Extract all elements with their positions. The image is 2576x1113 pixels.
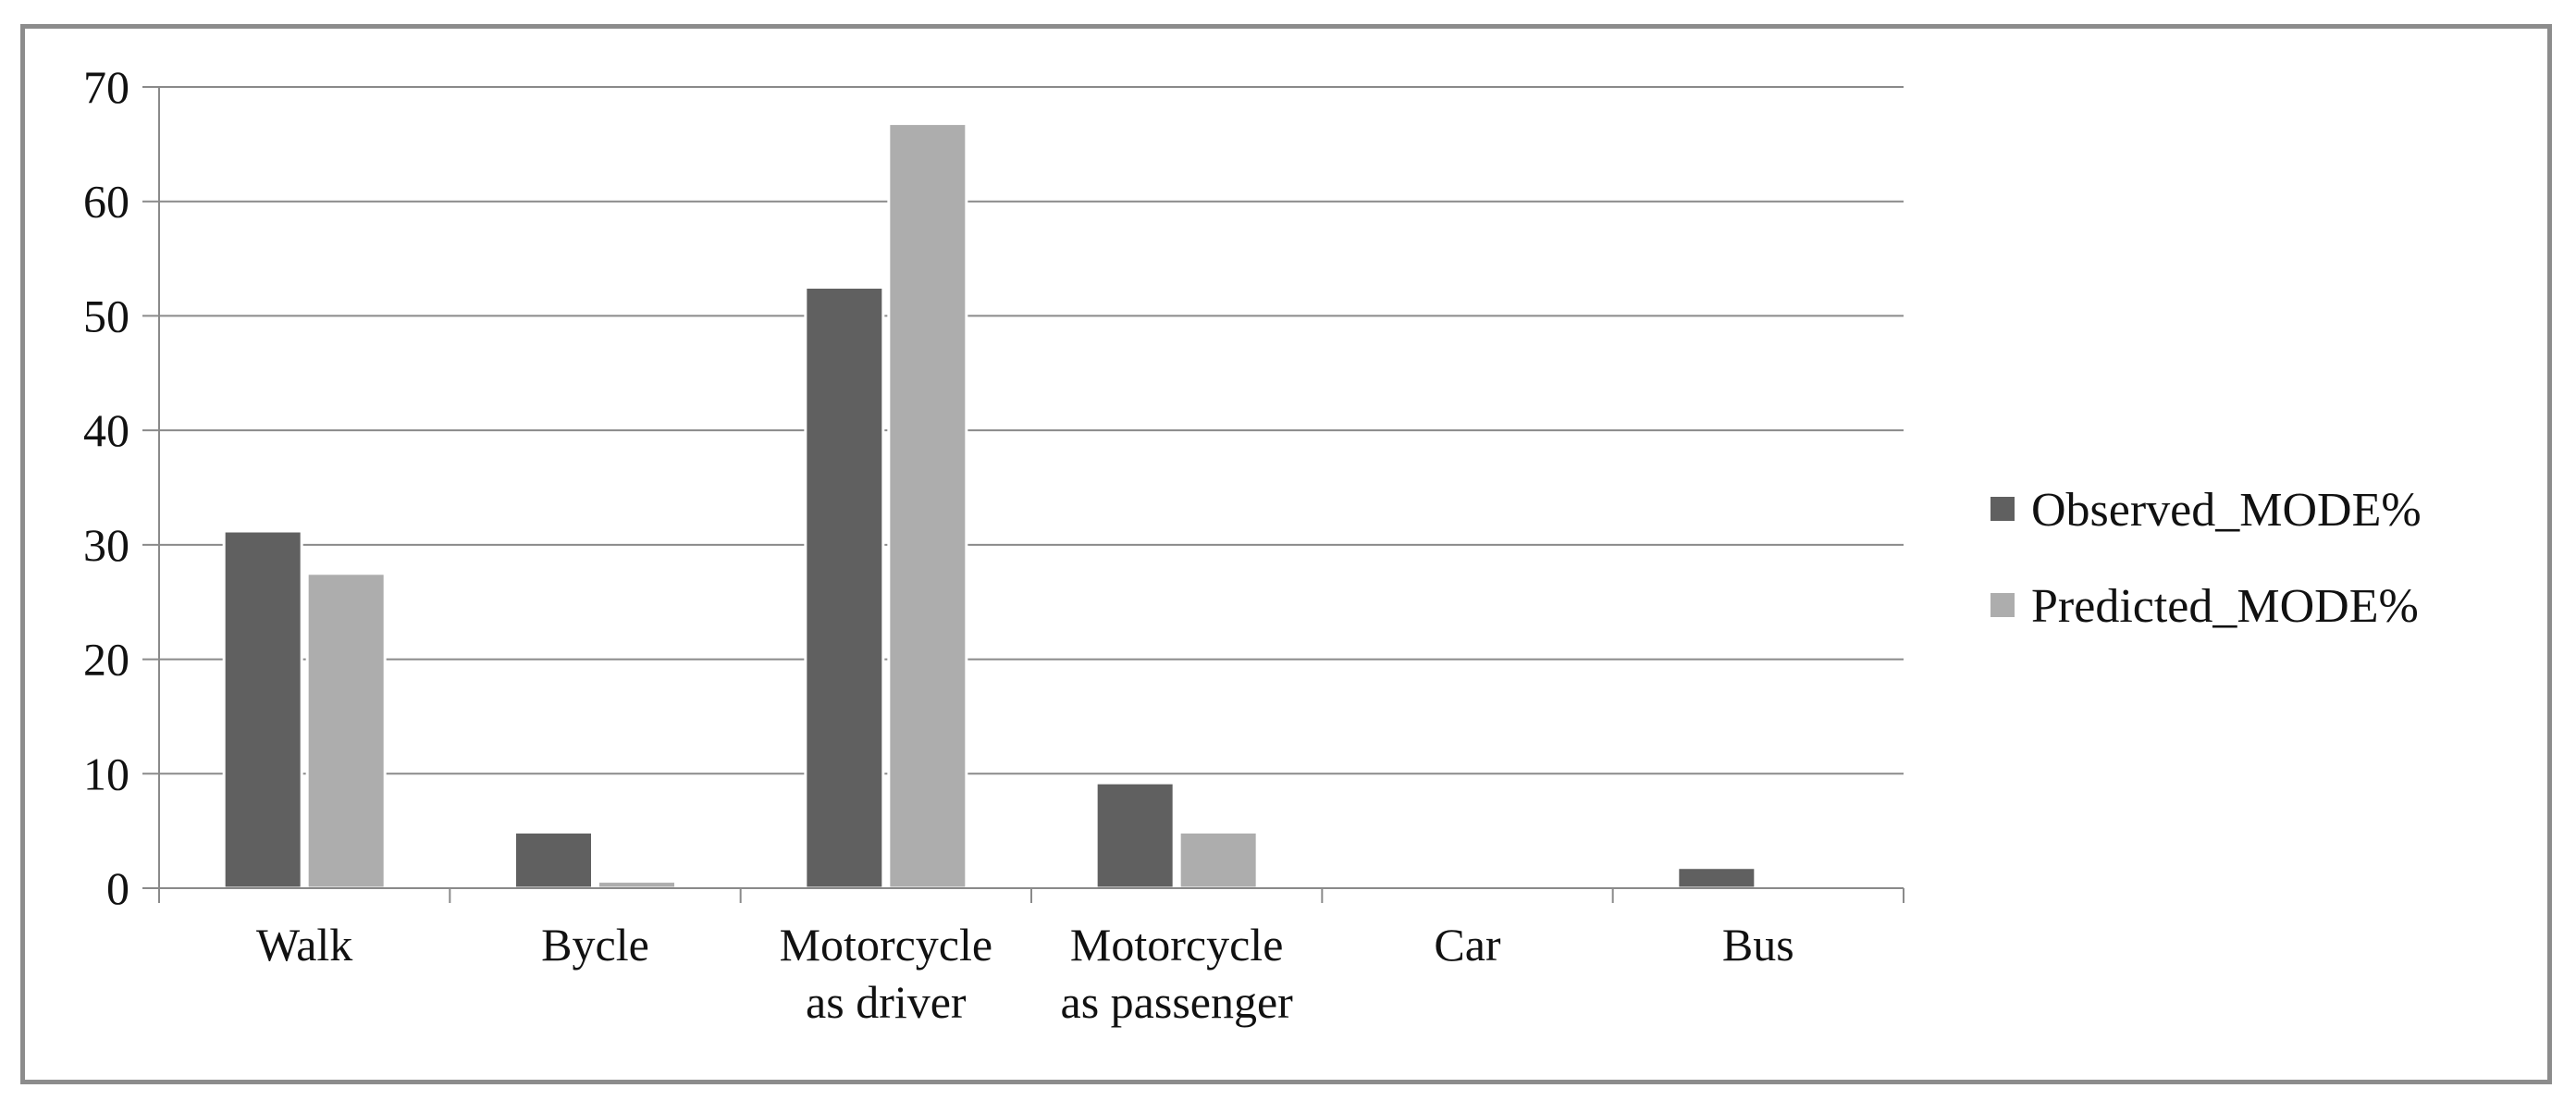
category-label: Motorcycle as passenger xyxy=(1061,919,1294,1028)
category-label-line: Car xyxy=(1434,919,1501,971)
bar-predicted xyxy=(597,880,677,890)
y-tick-label: 60 xyxy=(83,176,129,228)
bar-observed xyxy=(804,286,885,890)
y-tick-label: 70 xyxy=(83,61,129,113)
bar-predicted xyxy=(305,572,387,890)
category-label: Car xyxy=(1434,919,1501,971)
axes xyxy=(142,86,1904,903)
category-label-line: Motorcycle xyxy=(780,919,992,971)
gridlines xyxy=(159,86,1904,775)
category-label: Motorcycle as driver xyxy=(780,919,992,1028)
category-label-line: Walk xyxy=(256,919,352,971)
y-tick-label: 0 xyxy=(106,862,129,914)
y-tick-label: 10 xyxy=(83,748,129,799)
category-label: Walk xyxy=(256,919,352,971)
bar-observed xyxy=(1676,866,1757,890)
category-label-line: as driver xyxy=(806,976,967,1028)
bar-observed xyxy=(513,830,594,890)
category-label-line: Bycle xyxy=(541,919,649,971)
y-tick-labels: 0 10 20 30 40 50 60 70 xyxy=(83,61,129,914)
legend: Observed_MODE% Predicted_MODE% xyxy=(1991,484,2422,633)
y-tick-label: 30 xyxy=(83,519,129,571)
bars xyxy=(222,122,1841,890)
category-label: Bycle xyxy=(541,919,649,971)
bar-observed xyxy=(1094,781,1176,890)
y-tick-label: 40 xyxy=(83,404,129,456)
category-label-line: as passenger xyxy=(1061,976,1294,1028)
category-label-line: Bus xyxy=(1722,919,1794,971)
bar-observed xyxy=(222,529,303,890)
legend-swatch-predicted xyxy=(1991,593,2015,617)
bar-predicted xyxy=(1177,830,1259,890)
legend-label-observed: Observed_MODE% xyxy=(2031,484,2422,537)
bar-predicted xyxy=(887,122,968,890)
y-tick-label: 50 xyxy=(83,290,129,341)
legend-swatch-observed xyxy=(1991,497,2015,521)
category-label: Bus xyxy=(1722,919,1794,971)
y-tick-label: 20 xyxy=(83,634,129,686)
category-label-line: Motorcycle xyxy=(1070,919,1283,971)
legend-label-predicted: Predicted_MODE% xyxy=(2031,580,2419,633)
